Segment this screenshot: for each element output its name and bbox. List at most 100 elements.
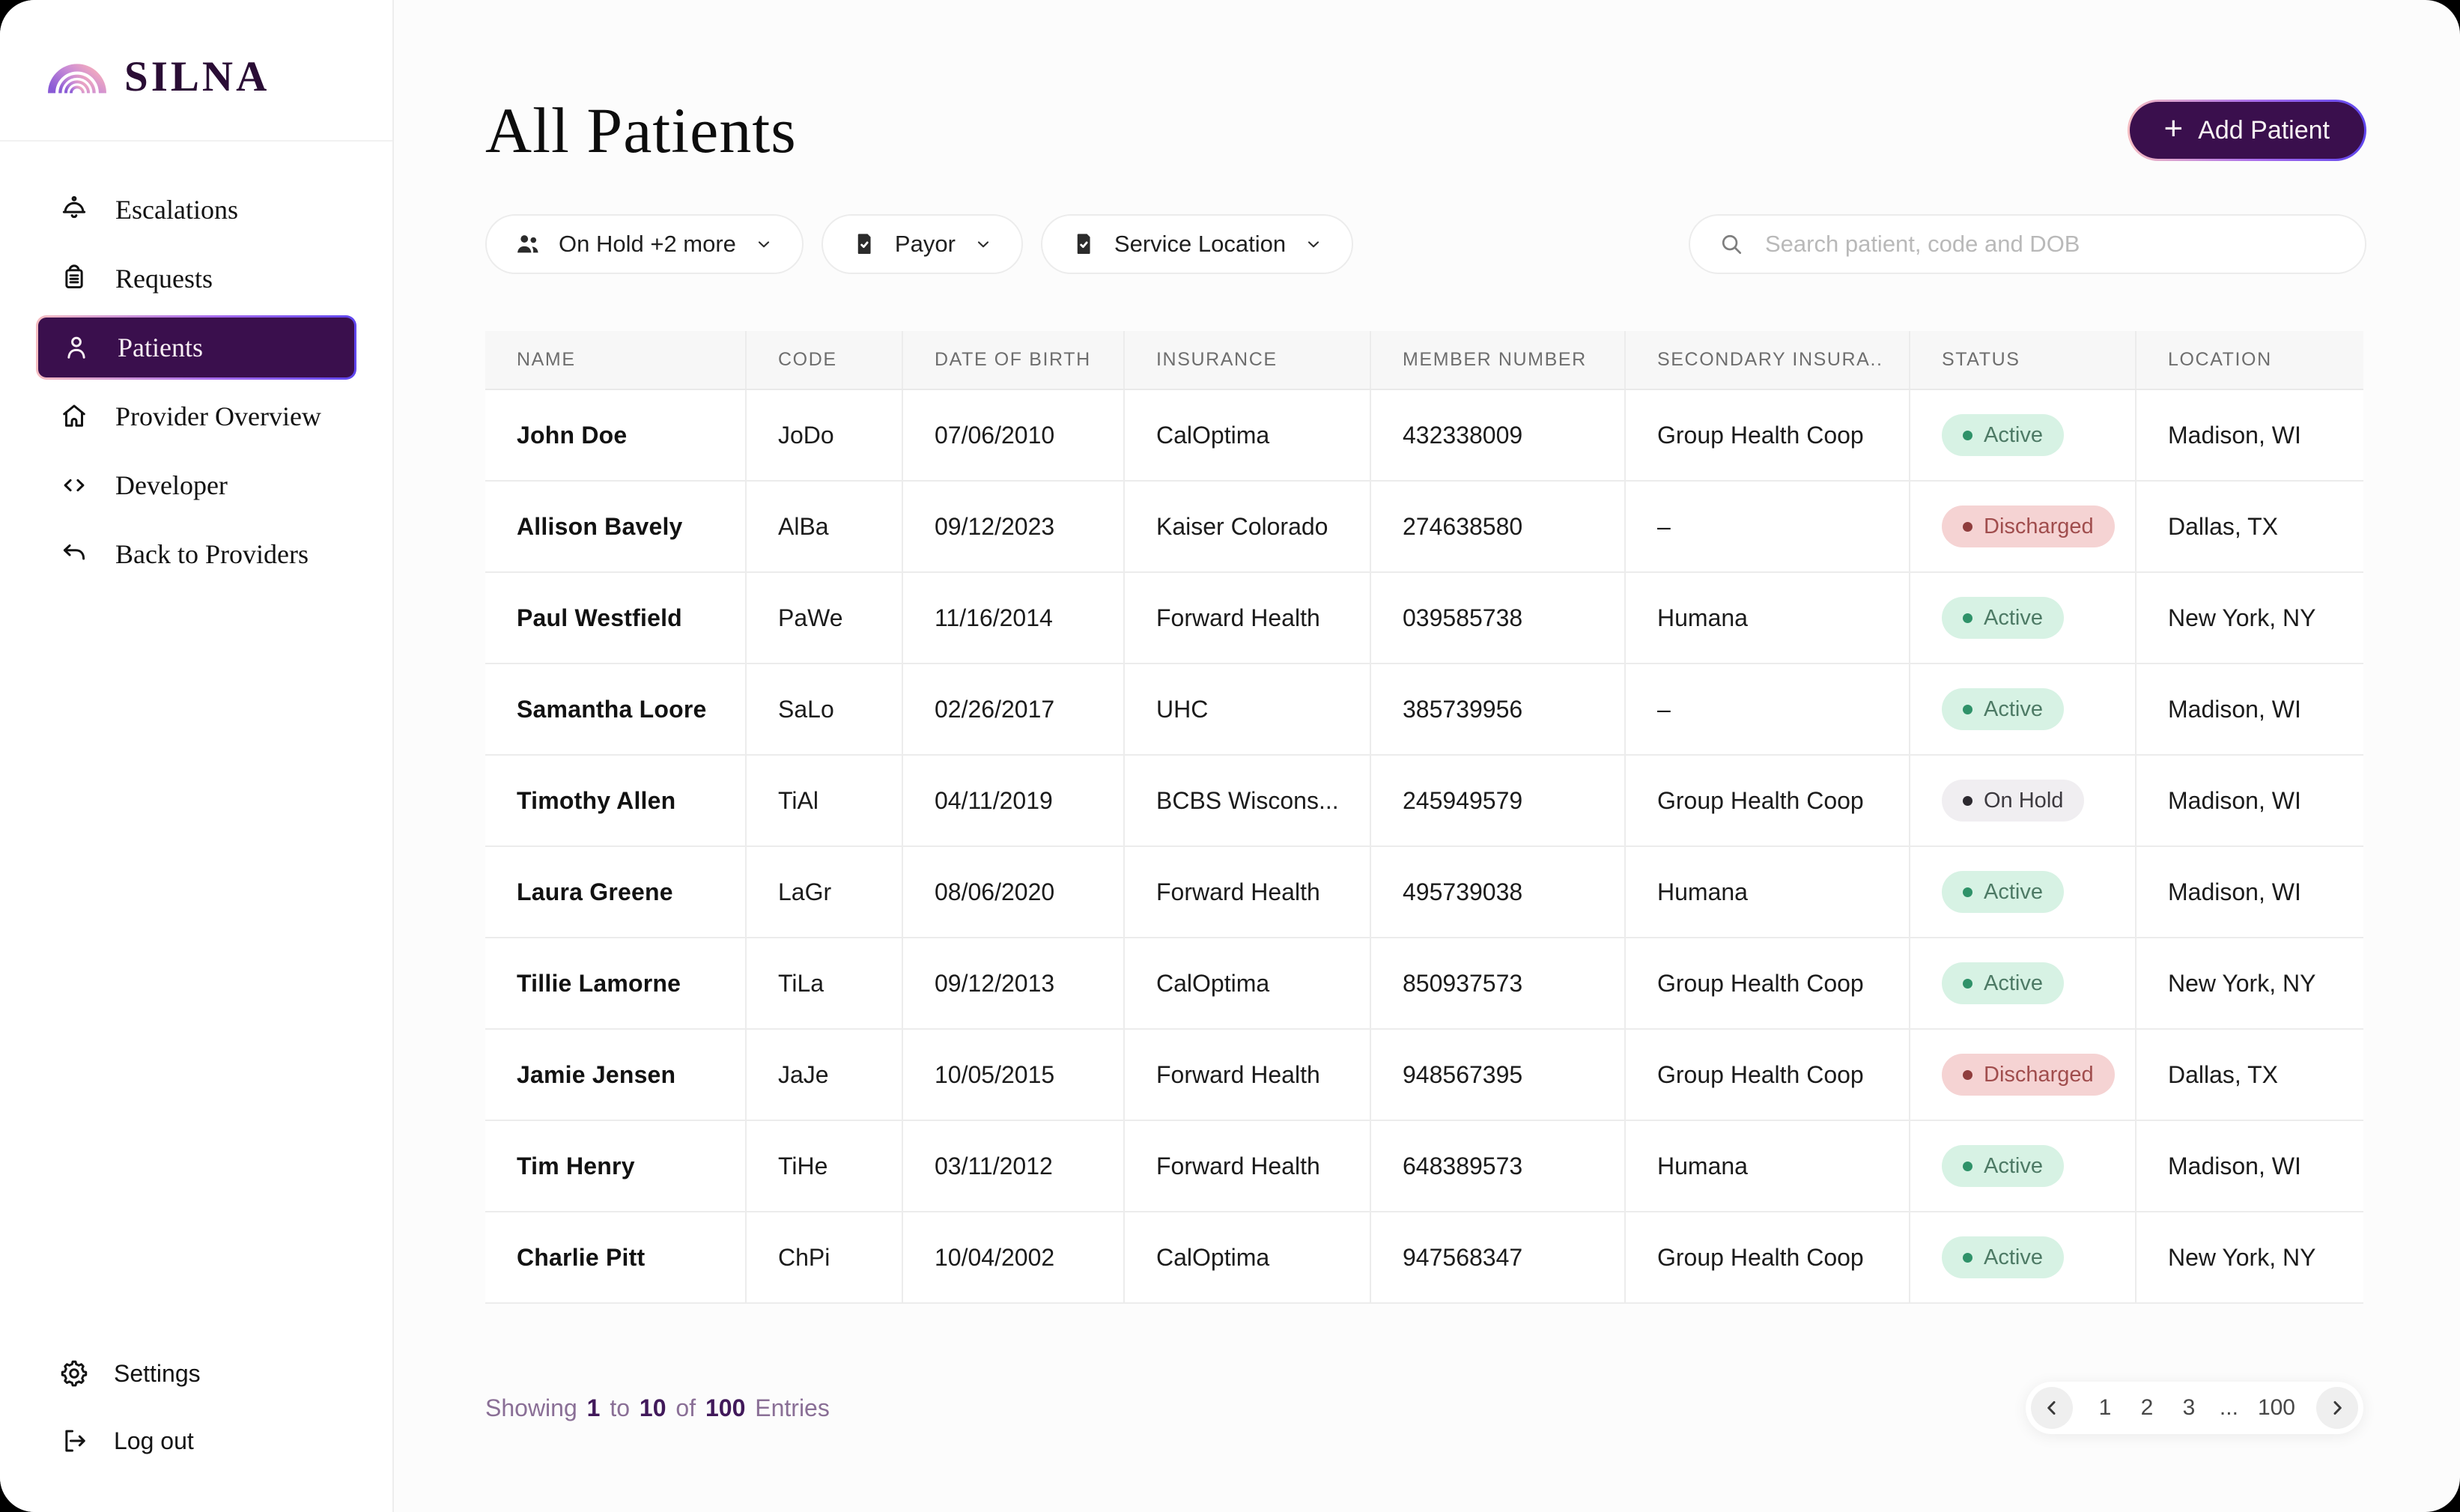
gear-icon	[58, 1358, 90, 1389]
cell-status: On Hold	[1910, 755, 2136, 847]
status-badge: Active	[1942, 962, 2064, 1004]
cell-name: John Doe	[485, 389, 747, 482]
search-box[interactable]	[1689, 214, 2366, 274]
table-row[interactable]: Charlie Pitt ChPi 10/04/2002 CalOptima 94756…	[485, 1212, 2363, 1304]
status-dot	[1963, 887, 1972, 897]
people-icon	[514, 230, 542, 258]
cell-secondary-insurance: Group Health Coop	[1625, 938, 1910, 1030]
add-patient-button[interactable]: + Add Patient	[2128, 100, 2367, 161]
table-row[interactable]: Tim Henry TiHe 03/11/2012 Forward Health 648…	[485, 1120, 2363, 1212]
table-row[interactable]: Jamie Jensen JaJe 10/05/2015 Forward Health…	[485, 1029, 2363, 1121]
sidebar-item-label: Requests	[115, 264, 213, 294]
page-button-3[interactable]: 3	[2173, 1395, 2205, 1421]
cell-code: JoDo	[746, 389, 903, 482]
cell-dob: 08/06/2020	[902, 846, 1125, 938]
table-row[interactable]: Tillie Lamorne TiLa 09/12/2013 CalOptima 850…	[485, 938, 2363, 1030]
sidebar-item-provider-overview[interactable]: Provider Overview	[36, 384, 356, 449]
search-input[interactable]	[1764, 230, 2338, 258]
table-row[interactable]: Timothy Allen TiAl 04/11/2019 BCBS Wiscons.…	[485, 755, 2363, 847]
table-row[interactable]: Paul Westfield PaWe 11/16/2014 Forward Heal…	[485, 572, 2363, 664]
table-row[interactable]: John Doe JoDo 07/06/2010 CalOptima 432338009…	[485, 389, 2363, 482]
status-dot	[1963, 978, 1972, 989]
cell-dob: 03/11/2012	[902, 1120, 1125, 1212]
cell-code: TiLa	[746, 938, 903, 1030]
sidebar-item-log-out[interactable]: Log out	[36, 1410, 356, 1472]
status-badge: Active	[1942, 1236, 2064, 1278]
status-badge: On Hold	[1942, 780, 2085, 822]
bell-icon	[58, 194, 90, 225]
status-label: Active	[1984, 879, 2043, 904]
cell-code: TiHe	[746, 1120, 903, 1212]
column-header: MEMBER NUMBER	[1370, 331, 1626, 390]
cell-insurance: CalOptima	[1124, 938, 1371, 1030]
cell-name: Tim Henry	[485, 1120, 747, 1212]
column-header: DATE OF BIRTH	[902, 331, 1125, 390]
page-title: All Patients	[485, 94, 797, 166]
page-button-100[interactable]: 100	[2253, 1395, 2300, 1421]
page-button-1[interactable]: 1	[2089, 1395, 2121, 1421]
search-icon	[1717, 230, 1746, 258]
cell-dob: 09/12/2013	[902, 938, 1125, 1030]
cell-location: Madison, WI	[2136, 846, 2363, 938]
cell-name: Samantha Loore	[485, 664, 747, 756]
pagination: 1 2 3... 100	[2025, 1382, 2363, 1434]
status-badge: Active	[1942, 688, 2064, 730]
status-dot	[1963, 795, 1972, 806]
payor-filter[interactable]: Payor	[821, 214, 1023, 274]
status-dot	[1963, 430, 1972, 440]
page-button-2[interactable]: 2	[2131, 1395, 2163, 1421]
cell-code: LaGr	[746, 846, 903, 938]
sidebar-item-back-to-providers[interactable]: Back to Providers	[36, 522, 356, 586]
table-row[interactable]: Samantha Loore SaLo 02/26/2017 UHC 385739956…	[485, 664, 2363, 756]
sidebar-item-label: Provider Overview	[115, 401, 321, 431]
prev-page-button[interactable]	[2030, 1387, 2073, 1429]
filter-label: Payor	[894, 231, 956, 257]
cell-name: Jamie Jensen	[485, 1029, 747, 1121]
cell-location: Dallas, TX	[2136, 481, 2363, 573]
cell-location: New York, NY	[2136, 572, 2363, 664]
chevron-down-icon	[1302, 233, 1325, 255]
cell-member-number: 274638580	[1370, 481, 1626, 573]
next-page-button[interactable]	[2316, 1387, 2358, 1429]
sidebar-item-developer[interactable]: Developer	[36, 453, 356, 517]
sidebar-item-settings[interactable]: Settings	[36, 1343, 356, 1404]
cell-secondary-insurance: Group Health Coop	[1625, 755, 1910, 847]
plus-icon: +	[2163, 110, 2184, 147]
table-row[interactable]: Allison Bavely AlBa 09/12/2023 Kaiser Color…	[485, 481, 2363, 573]
cell-insurance: Forward Health	[1124, 1029, 1371, 1121]
cell-code: PaWe	[746, 572, 903, 664]
service-location-filter[interactable]: Service Location	[1040, 214, 1354, 274]
entries-summary: Showing 1 to 10 of 100 Entries	[485, 1394, 830, 1421]
cell-secondary-insurance: Humana	[1625, 846, 1910, 938]
sidebar-divider	[0, 140, 392, 142]
sidebar-item-label: Patients	[118, 333, 203, 362]
cell-insurance: Forward Health	[1124, 572, 1371, 664]
sidebar-item-requests[interactable]: Requests	[36, 246, 356, 311]
table-row[interactable]: Laura Greene LaGr 08/06/2020 Forward Health…	[485, 846, 2363, 938]
cell-code: AlBa	[746, 481, 903, 573]
sidebar-item-patients[interactable]: Patients	[36, 315, 356, 380]
filter-group: On Hold +2 more Payor Service Location	[485, 214, 1354, 274]
status-badge: Active	[1942, 1145, 2064, 1187]
status-filter[interactable]: On Hold +2 more	[485, 214, 804, 274]
cell-secondary-insurance: Humana	[1625, 572, 1910, 664]
cell-status: Active	[1910, 1120, 2136, 1212]
status-label: Active	[1984, 1245, 2043, 1269]
sidebar: SILNA Escalations Requests Patients Provide…	[0, 0, 394, 1512]
cell-member-number: 495739038	[1370, 846, 1626, 938]
patients-table: NAME CODE DATE OF BIRTH INSURANCE MEMBER NUM…	[485, 331, 2363, 1304]
cell-code: ChPi	[746, 1212, 903, 1304]
cell-secondary-insurance: Group Health Coop	[1625, 1212, 1910, 1304]
column-header: LOCATION	[2136, 331, 2363, 390]
sidebar-item-escalations[interactable]: Escalations	[36, 177, 356, 242]
cell-status: Discharged	[1910, 481, 2136, 573]
card-check-icon	[1069, 230, 1098, 258]
sidebar-item-label: Log out	[114, 1427, 194, 1454]
cell-dob: 02/26/2017	[902, 664, 1125, 756]
status-dot	[1963, 613, 1972, 623]
home-icon	[58, 401, 90, 432]
clipboard-icon	[58, 263, 90, 294]
cell-secondary-insurance: Humana	[1625, 1120, 1910, 1212]
brand-logo: SILNA	[0, 0, 392, 140]
cell-member-number: 648389573	[1370, 1120, 1626, 1212]
